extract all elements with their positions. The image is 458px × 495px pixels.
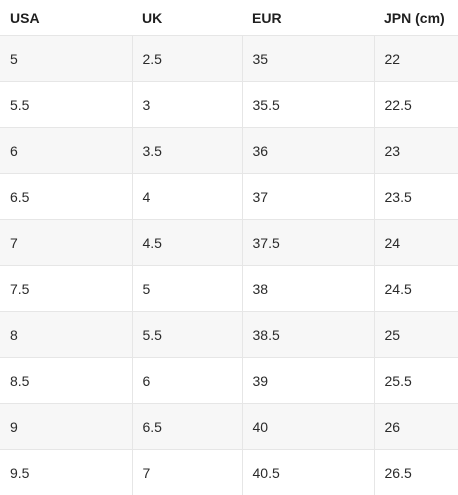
header-jpn: JPN (cm) bbox=[374, 0, 458, 36]
cell-jpn: 24.5 bbox=[374, 266, 458, 312]
cell-uk: 3.5 bbox=[132, 128, 242, 174]
cell-eur: 35 bbox=[242, 36, 374, 82]
cell-usa: 5.5 bbox=[0, 82, 132, 128]
cell-usa: 8.5 bbox=[0, 358, 132, 404]
cell-usa: 5 bbox=[0, 36, 132, 82]
cell-eur: 39 bbox=[242, 358, 374, 404]
cell-usa: 7 bbox=[0, 220, 132, 266]
header-row: USA UK EUR JPN (cm) bbox=[0, 0, 458, 36]
cell-eur: 38.5 bbox=[242, 312, 374, 358]
cell-eur: 36 bbox=[242, 128, 374, 174]
table-row: 8 5.5 38.5 25 bbox=[0, 312, 458, 358]
cell-uk: 4 bbox=[132, 174, 242, 220]
cell-jpn: 24 bbox=[374, 220, 458, 266]
cell-usa: 6.5 bbox=[0, 174, 132, 220]
header-uk: UK bbox=[132, 0, 242, 36]
table-row: 8.5 6 39 25.5 bbox=[0, 358, 458, 404]
cell-uk: 7 bbox=[132, 450, 242, 495]
table-row: 5 2.5 35 22 bbox=[0, 36, 458, 82]
table-row: 6 3.5 36 23 bbox=[0, 128, 458, 174]
table-row: 5.5 3 35.5 22.5 bbox=[0, 82, 458, 128]
cell-uk: 2.5 bbox=[132, 36, 242, 82]
cell-eur: 40.5 bbox=[242, 450, 374, 495]
cell-eur: 40 bbox=[242, 404, 374, 450]
cell-eur: 37.5 bbox=[242, 220, 374, 266]
cell-jpn: 22 bbox=[374, 36, 458, 82]
cell-eur: 35.5 bbox=[242, 82, 374, 128]
table-body: 5 2.5 35 22 5.5 3 35.5 22.5 6 3.5 36 23 … bbox=[0, 36, 458, 495]
cell-usa: 6 bbox=[0, 128, 132, 174]
cell-uk: 6.5 bbox=[132, 404, 242, 450]
cell-jpn: 25.5 bbox=[374, 358, 458, 404]
cell-uk: 4.5 bbox=[132, 220, 242, 266]
cell-uk: 6 bbox=[132, 358, 242, 404]
cell-uk: 5 bbox=[132, 266, 242, 312]
cell-jpn: 22.5 bbox=[374, 82, 458, 128]
cell-jpn: 26.5 bbox=[374, 450, 458, 495]
cell-uk: 5.5 bbox=[132, 312, 242, 358]
header-usa: USA bbox=[0, 0, 132, 36]
table-header: USA UK EUR JPN (cm) bbox=[0, 0, 458, 36]
table-row: 7 4.5 37.5 24 bbox=[0, 220, 458, 266]
cell-uk: 3 bbox=[132, 82, 242, 128]
table-row: 7.5 5 38 24.5 bbox=[0, 266, 458, 312]
table-row: 6.5 4 37 23.5 bbox=[0, 174, 458, 220]
cell-usa: 9 bbox=[0, 404, 132, 450]
table-row: 9.5 7 40.5 26.5 bbox=[0, 450, 458, 495]
cell-jpn: 23.5 bbox=[374, 174, 458, 220]
table-row: 9 6.5 40 26 bbox=[0, 404, 458, 450]
cell-usa: 8 bbox=[0, 312, 132, 358]
cell-jpn: 25 bbox=[374, 312, 458, 358]
cell-usa: 9.5 bbox=[0, 450, 132, 495]
cell-jpn: 26 bbox=[374, 404, 458, 450]
cell-eur: 37 bbox=[242, 174, 374, 220]
cell-usa: 7.5 bbox=[0, 266, 132, 312]
header-eur: EUR bbox=[242, 0, 374, 36]
cell-eur: 38 bbox=[242, 266, 374, 312]
cell-jpn: 23 bbox=[374, 128, 458, 174]
